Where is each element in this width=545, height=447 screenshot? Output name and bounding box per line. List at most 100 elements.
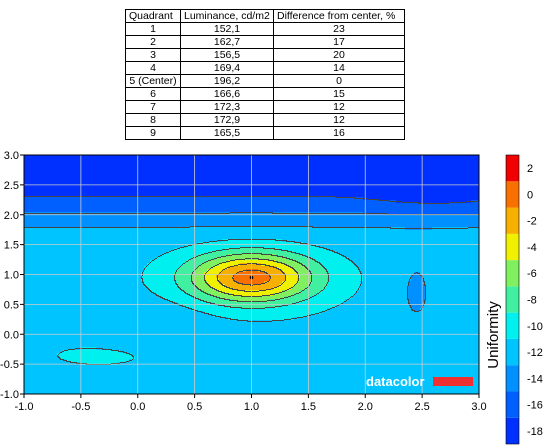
contour-cell [252,191,256,195]
contour-cell [243,191,247,195]
contour-cell [132,227,136,231]
contour-cell [81,176,85,180]
contour-cell [285,167,289,171]
contour-cell [396,212,400,216]
contour-cell [366,194,370,198]
contour-cell [333,227,337,231]
contour-cell [444,158,448,162]
contour-cell [339,194,343,198]
contour-cell [297,155,301,159]
contour-cell [102,164,106,168]
contour-cell [243,242,247,246]
contour-cell [162,173,166,177]
contour-cell [357,239,361,243]
contour-cell [228,185,232,189]
contour-cell [423,218,427,222]
contour-cell [108,221,112,225]
contour-cell [444,218,448,222]
contour-cell [333,194,337,198]
contour-cell [177,155,181,159]
contour-cell [216,173,220,177]
contour-cell [444,245,448,249]
contour-cell [435,212,439,216]
contour-cell [285,155,289,159]
contour-cell [336,191,340,195]
contour-cell [405,230,409,234]
contour-cell [96,194,100,198]
contour-cell [390,221,394,225]
contour-cell [225,197,229,201]
contour-cell [360,206,364,210]
contour-cell [207,236,211,240]
contour-cell [333,242,337,246]
contour-cell [327,173,331,177]
contour-cell [459,242,463,246]
contour-cell [279,221,283,225]
contour-cell [201,182,205,186]
contour-cell [174,245,178,249]
contour-cell [243,224,247,228]
contour-cell [372,221,376,225]
contour-cell [216,242,220,246]
contour-cell [375,242,379,246]
contour-cell [456,245,460,249]
contour-cell [468,164,472,168]
contour-cell [30,215,34,219]
contour-cell [108,194,112,198]
contour-cell [111,170,115,174]
contour-cell [153,155,157,159]
contour-cell [456,200,460,204]
contour-cell [168,242,172,246]
contour-cell [84,185,88,189]
contour-cell [339,233,343,237]
contour-cell [282,179,286,183]
contour-cell [111,209,115,213]
contour-cell [270,164,274,168]
contour-cell [171,251,175,255]
contour-cell [198,227,202,231]
contour-cell [258,221,262,225]
contour-cell [99,206,103,210]
contour-cell [120,188,124,192]
contour-cell [288,206,292,210]
contour-cell [105,206,109,210]
contour-cell [90,182,94,186]
contour-cell [354,233,358,237]
contour-cell [36,155,40,159]
contour-cell [438,245,442,249]
contour-cell [285,203,289,207]
contour-cell [267,197,271,201]
contour-cell [96,221,100,225]
contour-cell [201,179,205,183]
contour-cell [48,248,52,252]
contour-cell [420,224,424,228]
contour-cell [285,182,289,186]
contour-cell [33,173,37,177]
contour-cell [27,251,31,255]
contour-cell [213,203,217,207]
contour-cell [84,167,88,171]
contour-cell [267,251,271,255]
contour-cell [93,206,97,210]
contour-cell [63,179,67,183]
contour-cell [351,176,355,180]
contour-cell [75,230,79,234]
contour-cell [264,239,268,243]
contour-cell [210,197,214,201]
contour-cell [141,221,145,225]
contour-cell [213,164,217,168]
contour-cell [249,176,253,180]
contour-cell [129,242,133,246]
contour-cell [423,206,427,210]
contour-cell [123,224,127,228]
contour-cell [138,251,142,255]
contour-cell [246,242,250,246]
contour-cell [147,191,151,195]
contour-cell [150,215,154,219]
contour-cell [438,173,442,177]
contour-cell [372,182,376,186]
contour-cell [135,251,139,255]
contour-cell [414,215,418,219]
contour-cell [279,170,283,174]
contour-cell [135,206,139,210]
